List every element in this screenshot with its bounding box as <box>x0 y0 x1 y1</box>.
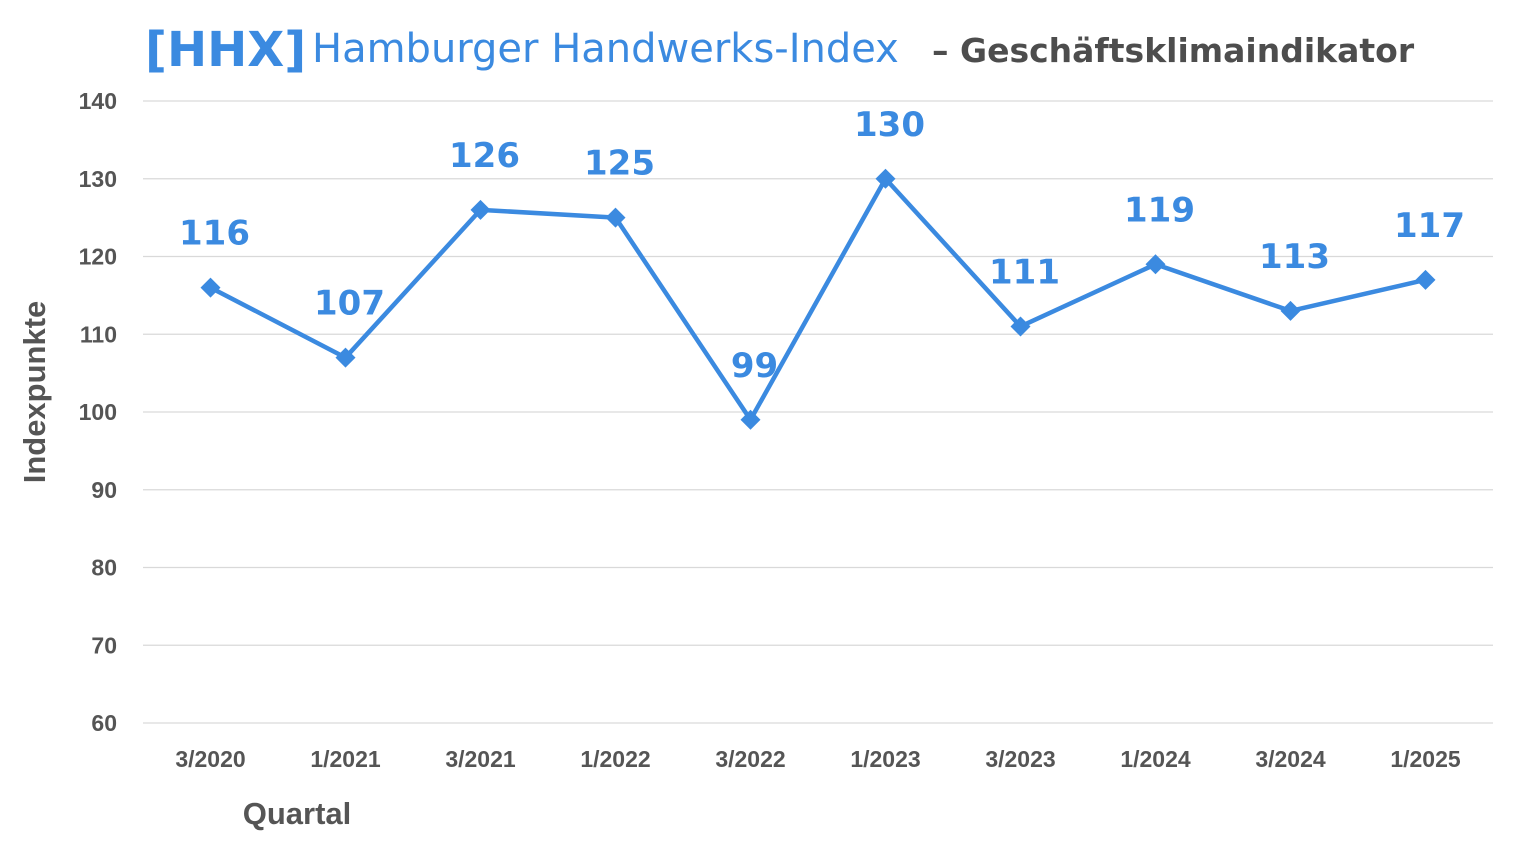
data-label: 130 <box>854 105 925 145</box>
y-tick-label: 140 <box>79 88 117 114</box>
x-tick-label: 3/2020 <box>175 746 245 772</box>
data-point-marker <box>1415 269 1436 290</box>
data-label: 117 <box>1394 206 1465 246</box>
data-point-marker <box>1280 300 1301 321</box>
x-tick-label: 1/2023 <box>850 746 920 772</box>
series-layer <box>209 176 1427 423</box>
x-axis-ticks: 3/2020 1/2021 3/2021 1/2022 3/2022 1/2023 3/20… <box>175 746 1461 772</box>
y-tick-label: 60 <box>91 710 117 736</box>
data-point-marker <box>875 168 896 189</box>
data-label: 125 <box>584 144 655 184</box>
x-tick-label: 3/2024 <box>1255 746 1326 772</box>
data-point-marker <box>1145 254 1166 275</box>
y-axis-ticks: 60 70 80 90 100 110 120 130 140 <box>79 88 117 736</box>
x-tick-label: 3/2022 <box>715 746 785 772</box>
y-tick-label: 130 <box>79 166 117 192</box>
data-point-marker <box>470 199 491 220</box>
x-tick-label: 3/2021 <box>445 746 516 772</box>
y-tick-label: 70 <box>91 632 117 658</box>
chart-title: [HHX] Hamburger Handwerks-Index – Geschä… <box>145 22 1415 78</box>
marker-layer <box>200 168 1436 430</box>
x-axis-title: Quartal <box>243 796 352 831</box>
data-point-marker <box>740 409 761 430</box>
y-tick-label: 90 <box>91 477 117 503</box>
gridlines <box>143 100 1493 724</box>
x-tick-label: 3/2023 <box>985 746 1055 772</box>
y-axis-title: Indexpunkte <box>17 301 52 484</box>
x-tick-label: 1/2022 <box>580 746 650 772</box>
y-tick-label: 80 <box>91 555 117 581</box>
data-point-marker <box>1010 316 1031 337</box>
data-label: 111 <box>989 252 1060 292</box>
y-tick-label: 110 <box>80 321 117 347</box>
data-point-marker <box>605 207 626 228</box>
y-tick-label: 100 <box>79 399 117 425</box>
title-subtitle: – Geschäftsklimaindikator <box>932 31 1415 70</box>
data-label: 119 <box>1124 190 1195 230</box>
y-tick-label: 120 <box>79 244 117 270</box>
series-line <box>209 176 1427 423</box>
data-label: 116 <box>179 214 250 254</box>
data-label: 126 <box>449 136 520 176</box>
data-labels: 116 107 126 125 99 130 111 119 113 117 <box>179 105 1465 386</box>
title-main: Hamburger Handwerks-Index <box>312 26 899 72</box>
x-tick-label: 1/2025 <box>1390 746 1461 772</box>
data-label: 99 <box>731 346 778 386</box>
data-point-marker <box>200 277 221 298</box>
data-label: 107 <box>314 284 385 324</box>
data-label: 113 <box>1259 237 1330 277</box>
data-point-marker <box>335 347 356 368</box>
title-brand: [HHX] <box>145 22 306 78</box>
x-tick-label: 1/2024 <box>1120 746 1191 772</box>
x-tick-label: 1/2021 <box>310 746 381 772</box>
